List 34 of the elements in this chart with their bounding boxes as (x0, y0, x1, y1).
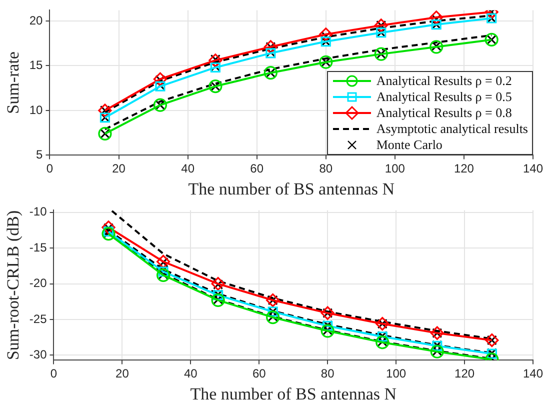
x-tick-label: 0 (46, 162, 54, 176)
legend-label: Analytical Results ρ = 0.2 (376, 73, 512, 90)
x-tick-label: 80 (319, 162, 333, 176)
x-tick-label: 120 (454, 366, 475, 381)
y-tick-label: -15 (29, 240, 48, 254)
y-tick-label: -20 (29, 276, 48, 290)
x-tick-label: 140 (522, 162, 544, 176)
x-tick-label: 40 (184, 366, 198, 381)
x-tick-label: 0 (50, 366, 58, 381)
x-tick-label: 140 (522, 366, 544, 381)
x-axis-title: The number of BS antennas N (190, 384, 397, 404)
x-tick-label: 100 (384, 162, 406, 176)
x-tick-label: 100 (386, 366, 406, 381)
x-tick-label: 40 (181, 162, 195, 176)
legend-label: Analytical Results ρ = 0.5 (376, 89, 512, 106)
x-tick-label: 20 (112, 162, 126, 176)
y-tick-label: 20 (29, 13, 44, 28)
x-axis-title: The number of BS antennas N (188, 179, 395, 198)
y-axis-title: Sum-rate (4, 52, 23, 114)
x-tick-label: 60 (250, 162, 264, 176)
y-tick-label: -10 (29, 204, 48, 219)
x-tick-label: 80 (320, 366, 335, 381)
y-tick-label: -25 (29, 312, 48, 326)
y-tick-label: 5 (36, 148, 44, 162)
y-tick-label: 10 (29, 102, 44, 117)
x-tick-label: 20 (116, 366, 130, 381)
legend-label: Monte Carlo (376, 137, 442, 154)
y-axis-title: Sum-root-CRLB (dB) (4, 210, 23, 360)
y-tick-label: -30 (29, 348, 48, 362)
legend-label: Analytical Results ρ = 0.8 (376, 105, 512, 122)
x-tick-label: 120 (454, 162, 474, 176)
y-tick-label: 15 (29, 58, 44, 72)
x-tick-label: 60 (252, 366, 266, 381)
legend-label: Asymptotic analytical results (376, 121, 528, 138)
